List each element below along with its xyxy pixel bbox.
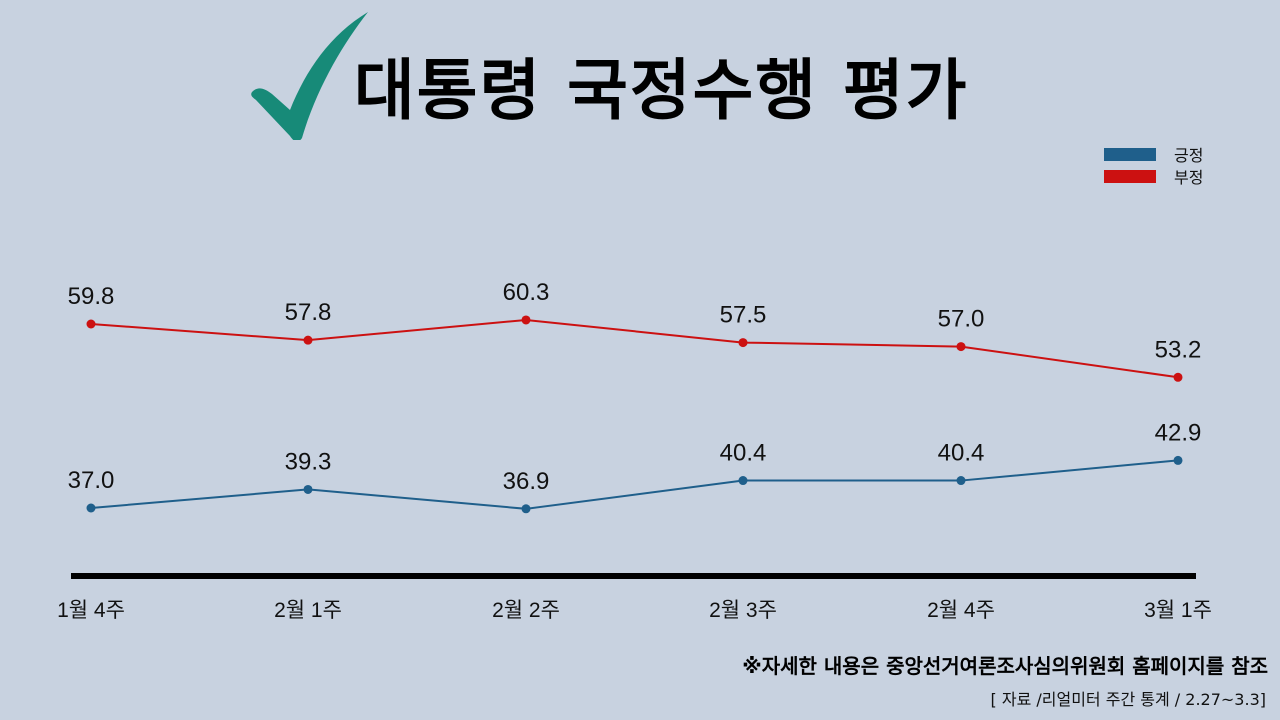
data-label: 36.9 xyxy=(503,468,550,495)
x-axis-label: 2월 1주 xyxy=(274,599,342,622)
footnote: ※자세한 내용은 중앙선거여론조사심의위원회 홈페이지를 참조 xyxy=(742,654,1268,678)
checkmark-icon xyxy=(251,12,368,140)
legend-swatch-positive xyxy=(1104,147,1156,161)
data-point xyxy=(738,476,748,486)
x-axis-label: 2월 3주 xyxy=(709,599,777,622)
data-label: 53.2 xyxy=(1155,336,1202,363)
data-label: 37.0 xyxy=(68,467,115,494)
data-point xyxy=(86,319,96,329)
x-axis-label: 2월 2주 xyxy=(492,599,560,622)
legend-item-positive: 긍정 xyxy=(1104,143,1203,165)
data-label: 57.8 xyxy=(285,299,332,326)
data-label: 42.9 xyxy=(1155,419,1202,446)
series-line-negative xyxy=(90,318,1179,379)
page-title: 대통령 국정수행 평가 xyxy=(354,52,969,129)
x-axis-line xyxy=(71,573,1196,579)
data-point xyxy=(303,484,313,494)
x-axis-labels: 1월 4주 2월 1주 2월 2주 2월 3주 2월 4주 3월 1주 xyxy=(57,599,1212,622)
legend-swatch-negative xyxy=(1104,169,1156,183)
legend: 긍정 부정 xyxy=(1104,143,1203,187)
data-point xyxy=(303,335,313,345)
series-line-positive xyxy=(90,459,1179,510)
source-text: [ 자료 /리얼미터 주간 통계 / 2.27~3.3] xyxy=(990,690,1266,709)
data-point xyxy=(738,338,748,348)
data-point xyxy=(1173,372,1183,382)
legend-label-positive: 긍정 xyxy=(1174,146,1204,165)
data-label: 40.4 xyxy=(938,440,985,467)
x-axis-label: 1월 4주 xyxy=(57,599,125,622)
x-axis-label: 3월 1주 xyxy=(1144,599,1212,622)
data-label: 59.8 xyxy=(68,283,115,310)
data-point xyxy=(521,504,531,514)
legend-item-negative: 부정 xyxy=(1104,165,1203,187)
series-layer: 37.0 39.3 36.9 40.4 40.4 42.9 59.8 57.8 60.3 57.5… xyxy=(68,279,1202,514)
data-point xyxy=(86,503,96,513)
title-block: 대통령 국정수행 평가 xyxy=(250,10,968,140)
data-label: 40.4 xyxy=(720,440,767,467)
data-point xyxy=(521,315,531,325)
data-label: 57.5 xyxy=(720,302,767,329)
data-label: 57.0 xyxy=(938,306,985,333)
data-label: 60.3 xyxy=(503,279,550,306)
data-point xyxy=(1173,455,1183,465)
data-point xyxy=(956,342,966,352)
x-axis-label: 2월 4주 xyxy=(927,599,995,622)
data-point xyxy=(956,476,966,486)
data-label: 39.3 xyxy=(285,448,332,475)
legend-label-negative: 부정 xyxy=(1174,168,1204,187)
